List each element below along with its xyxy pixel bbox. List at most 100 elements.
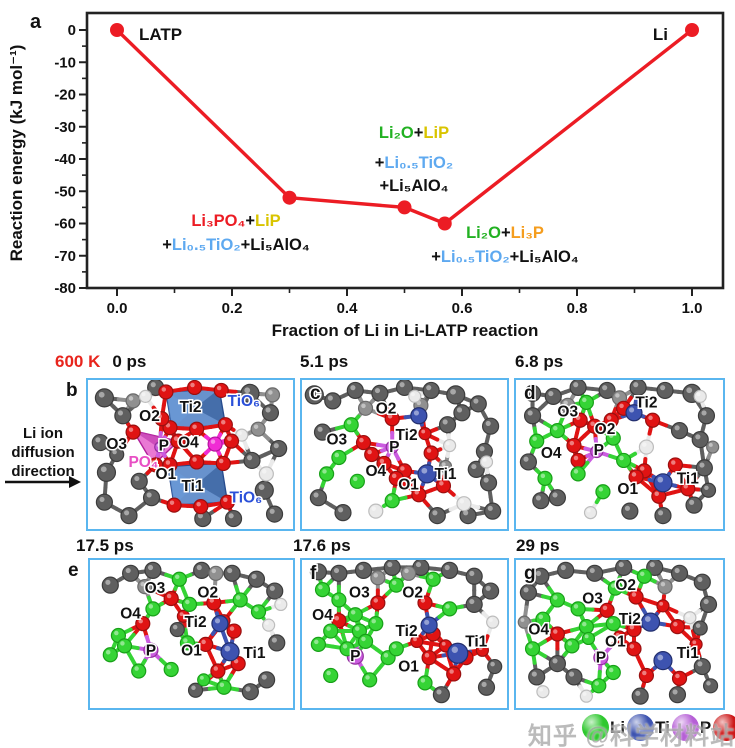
atom-highlight: [697, 661, 703, 667]
atom-highlight: [552, 492, 558, 498]
atom: [621, 502, 639, 520]
atom-highlight: [313, 566, 319, 572]
atom-highlight: [238, 431, 242, 435]
atom: [532, 492, 550, 510]
lithium-atom: [524, 641, 541, 657]
atom-highlight: [659, 601, 664, 606]
atom-white: [683, 611, 697, 625]
atom-highlight: [426, 385, 432, 391]
site-label-O3: O3: [557, 403, 578, 420]
y-tick-label: -10: [54, 54, 76, 71]
lithium-atom: [163, 661, 179, 678]
lithium-atom: [570, 466, 586, 482]
chart-dynamic-content: 0.0 0.2 0.4 0.6 0.8 1.0 0 -10 -20 -30 -40 -50 -60 -70…: [54, 11, 725, 317]
atom-highlight: [596, 652, 602, 658]
site-label-O3: O3: [106, 436, 127, 453]
atom: [693, 657, 711, 676]
site-label-O1: O1: [398, 476, 419, 493]
atom: [528, 668, 546, 686]
atom-highlight: [387, 496, 393, 501]
lithium-atom: [425, 571, 441, 587]
x-tick-label: 0.0: [107, 300, 128, 317]
atom: [668, 686, 687, 704]
atom-highlight: [673, 621, 678, 627]
oxygen-atom: [572, 412, 588, 428]
oxygen-atom: [189, 454, 205, 470]
atom-highlight: [265, 407, 271, 413]
atom-highlight: [229, 626, 235, 631]
time-label-d: 6.8 ps: [515, 352, 564, 371]
atom-highlight: [582, 397, 587, 403]
atom: [169, 621, 185, 638]
atom-highlight: [531, 671, 537, 677]
atom: [517, 615, 531, 629]
panel-letter-e: e: [68, 560, 79, 581]
atom: [479, 474, 498, 492]
oxygen-atom: [549, 626, 566, 642]
site-label-O2: O2: [197, 585, 218, 602]
atom-highlight: [210, 439, 216, 444]
lithium-atom: [145, 601, 161, 617]
atom: [265, 505, 284, 523]
lithium-atom: [581, 631, 596, 646]
atom-highlight: [674, 425, 680, 431]
atom: [532, 567, 550, 585]
coordination-polyhedron: [165, 391, 195, 430]
phase-annotation: +Li₀.₅TiO₂+Li₅AlO₄: [162, 236, 310, 254]
lithium-atom: [349, 473, 365, 489]
coordination-polyhedron: [196, 463, 228, 503]
oxygen-atom: [158, 384, 174, 400]
atom: [95, 493, 113, 511]
atom: [656, 381, 674, 400]
atom-highlight: [213, 666, 219, 671]
atom: [101, 576, 119, 594]
atom-highlight: [426, 448, 432, 453]
atom-highlight: [629, 644, 635, 649]
lithium-atom: [605, 664, 621, 681]
atom-highlight: [490, 661, 495, 667]
lithium-atom: [578, 394, 594, 410]
site-label-O1: O1: [156, 466, 177, 483]
atom-highlight: [273, 443, 279, 449]
atom: [243, 451, 261, 470]
atom-highlight: [706, 681, 711, 686]
site-label-O4: O4: [528, 622, 549, 639]
atom-highlight: [642, 670, 647, 676]
atom-highlight: [471, 464, 477, 470]
atom-highlight: [192, 457, 197, 462]
lithium-atom: [388, 577, 404, 593]
atom-highlight: [658, 510, 664, 516]
atom-highlight: [573, 455, 579, 461]
oxygen-atom: [176, 609, 190, 623]
atom-highlight: [353, 476, 358, 482]
atom-highlight: [619, 403, 624, 409]
atom-highlight: [128, 396, 134, 401]
md-snapshot-panel-e: O3 O2 O4 Ti2 P O1 Ti1: [88, 558, 295, 710]
atom-highlight: [567, 641, 573, 646]
li-legend-ball-icon: [582, 714, 609, 741]
atom-highlight: [251, 573, 257, 579]
atom-highlight: [642, 442, 647, 447]
atom-highlight: [318, 584, 323, 590]
titanium-atom: [417, 464, 437, 484]
atom-highlight: [428, 574, 434, 580]
atom-highlight: [326, 670, 331, 676]
panel-letter-f: f: [310, 563, 317, 584]
oxygen-atom: [226, 623, 242, 639]
atom: [695, 459, 713, 477]
atom-highlight: [183, 638, 188, 643]
atom-highlight: [589, 567, 595, 574]
oxygen-atom: [566, 437, 582, 454]
site-label-P: P: [350, 648, 360, 665]
titanium-atom: [211, 615, 229, 633]
site-label-O1: O1: [181, 642, 202, 659]
atom-highlight: [165, 460, 171, 465]
atom-highlight: [140, 581, 145, 587]
atom-highlight: [523, 456, 529, 462]
atom-highlight: [414, 490, 419, 495]
atom: [109, 446, 125, 463]
time-label-f: 17.6 ps: [293, 536, 351, 555]
atom-highlight: [413, 410, 420, 416]
atom-highlight: [553, 425, 558, 431]
x-tick-label: 0.2: [222, 300, 243, 317]
